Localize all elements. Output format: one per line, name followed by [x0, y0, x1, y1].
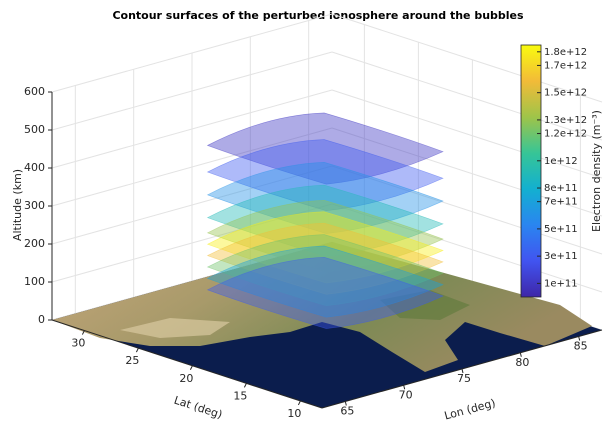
z-axis-label: Altitude (km) [11, 169, 24, 241]
x-axis-label: Lon (deg) [443, 396, 497, 422]
x-tick-label: 70 [399, 388, 413, 401]
chart-title: Contour surfaces of the perturbed ionosp… [112, 9, 524, 22]
x-tick-label: 80 [515, 356, 529, 369]
y-tick [298, 401, 300, 405]
z-tick-label: 500 [24, 123, 45, 136]
colorbar-tick-label: 5e+11 [544, 224, 578, 235]
colorbar-tick-label: 1e+12 [544, 156, 578, 167]
z-tick-label: 100 [24, 275, 45, 288]
y-axis-label: Lat (deg) [172, 394, 224, 422]
colorbar [521, 45, 541, 297]
colorbar-tick-label: 8e+11 [544, 183, 578, 194]
x-tick-label: 75 [457, 372, 471, 385]
z-tick-label: 600 [24, 85, 45, 98]
y-tick-label: 30 [71, 337, 85, 350]
colorbar-tick-label: 1.3e+12 [544, 115, 587, 126]
colorbar-tick-label: 1.2e+12 [544, 129, 587, 140]
y-tick [244, 383, 246, 387]
colorbar-tick-label: 1.7e+12 [544, 60, 587, 71]
y-tick-label: 10 [287, 407, 301, 420]
z-tick-label: 0 [38, 313, 45, 326]
y-tick-label: 20 [179, 372, 193, 385]
x-tick-label: 65 [340, 405, 354, 418]
y-tick-label: 25 [125, 354, 139, 367]
z-tick-label: 400 [24, 161, 45, 174]
colorbar-tick-label: 1.8e+12 [544, 47, 587, 58]
colorbar-tick-label: 1e+11 [544, 278, 578, 289]
z-tick-label: 200 [24, 237, 45, 250]
y-tick [190, 366, 192, 370]
colorbar-tick-label: 7e+11 [544, 197, 578, 208]
chart: Contour surfaces of the perturbed ionosp… [0, 0, 612, 422]
z-tick-label: 300 [24, 199, 45, 212]
colorbar-label: Electron density (m⁻³) [590, 110, 603, 232]
y-tick [136, 348, 138, 352]
y-tick-label: 15 [233, 389, 247, 402]
colorbar-tick-label: 3e+11 [544, 251, 578, 262]
x-tick-label: 85 [574, 340, 588, 353]
colorbar-tick-label: 1.5e+12 [544, 88, 587, 99]
